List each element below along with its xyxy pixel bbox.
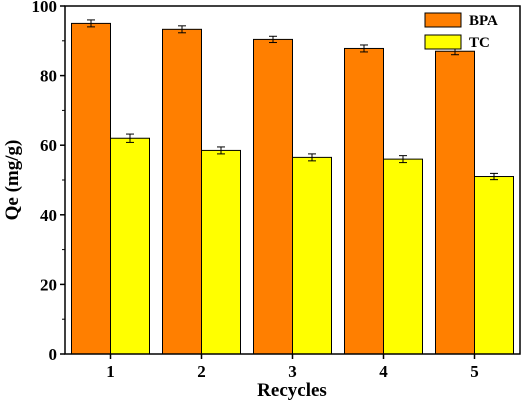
y-axis-label: Qe (mg/g) (2, 140, 23, 221)
error-bar-bpa-2 (178, 25, 186, 34)
bar-tc-1 (110, 137, 150, 355)
y-tick-label-40: 40 (40, 206, 57, 225)
error-bars-layer (87, 19, 498, 181)
bars-layer (71, 22, 514, 355)
x-tick-label-1: 1 (106, 362, 115, 381)
legend-swatch-bpa (424, 12, 462, 28)
y-tick-label-0: 0 (49, 345, 58, 364)
bar-bpa-1 (71, 22, 111, 355)
x-ticks: 1 2 3 4 5 (106, 354, 479, 381)
error-bar-tc-5 (490, 172, 498, 181)
bar-bpa-2 (162, 28, 202, 355)
y-ticks: 0 20 40 60 80 100 (32, 0, 65, 364)
error-bar-tc-3 (308, 153, 316, 162)
error-bar-bpa-4 (360, 44, 368, 53)
bar-tc-2 (201, 149, 241, 355)
y-tick-label-80: 80 (40, 67, 57, 86)
x-tick-label-3: 3 (288, 362, 297, 381)
bar-bpa-4 (344, 47, 384, 355)
bar-tc-5 (474, 176, 514, 355)
y-tick-label-20: 20 (40, 275, 57, 294)
legend-item-tc: TC (424, 34, 490, 51)
legend-swatch-tc (424, 34, 462, 50)
bar-bpa-5 (435, 50, 475, 355)
x-tick-label-2: 2 (197, 362, 206, 381)
error-bar-tc-1 (126, 133, 134, 143)
x-axis-label: Recycles (257, 380, 327, 401)
legend: BPA TC (424, 12, 498, 51)
y-tick-label-60: 60 (40, 136, 57, 155)
bar-tc-3 (292, 156, 332, 355)
x-tick-label-5: 5 (470, 362, 479, 381)
x-tick-label-4: 4 (379, 362, 388, 381)
legend-label-tc: TC (469, 35, 490, 51)
bar-tc-4 (383, 158, 423, 355)
bar-bpa-3 (253, 38, 293, 355)
error-bar-bpa-3 (269, 35, 277, 44)
error-bar-tc-2 (217, 146, 225, 155)
error-bar-bpa-1 (87, 19, 95, 28)
legend-item-bpa: BPA (424, 12, 498, 29)
error-bar-tc-4 (399, 155, 407, 164)
legend-label-bpa: BPA (469, 13, 498, 29)
y-tick-label-100: 100 (32, 0, 58, 16)
